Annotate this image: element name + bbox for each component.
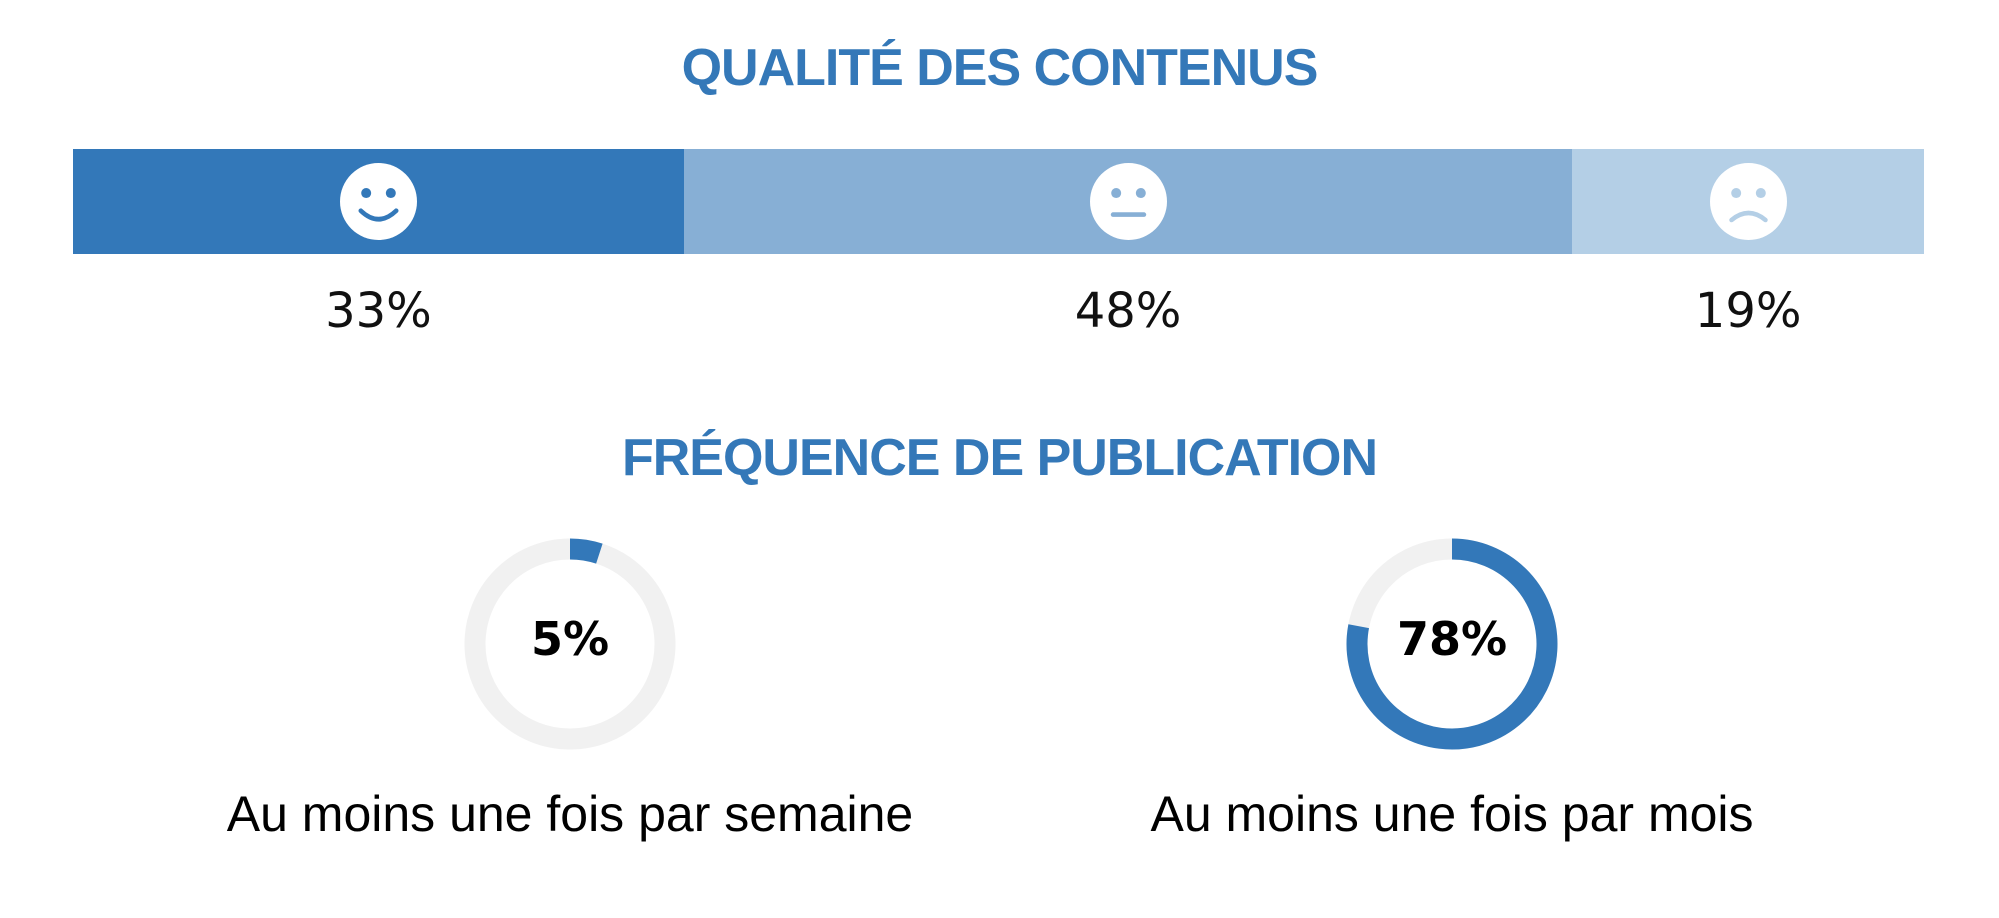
bar-segment-neutral xyxy=(683,149,1573,254)
quality-stacked-bar xyxy=(73,149,1924,254)
donut-caption-weekly: Au moins une fois par semaine xyxy=(226,786,914,842)
bar-segment-satisfied xyxy=(73,149,684,254)
smiling-face-icon xyxy=(339,163,417,240)
percent-label-satisfied: 33% xyxy=(325,283,432,339)
donut-monthly xyxy=(1346,538,1558,750)
donut-weekly xyxy=(464,538,676,750)
percent-label-neutral: 48% xyxy=(1074,283,1182,339)
percent-label-dissatisfied: 19% xyxy=(1694,283,1802,339)
neutral-face-icon xyxy=(1089,163,1167,240)
donut-arc-monthly xyxy=(1346,538,1558,750)
donut-arc-weekly xyxy=(569,538,603,564)
bar-segment-dissatisfied xyxy=(1572,149,1924,254)
donut-value-monthly: 78% xyxy=(1396,612,1508,666)
frequency-title: FRÉQUENCE DE PUBLICATION xyxy=(621,429,1378,487)
donut-value-weekly: 5% xyxy=(530,612,610,666)
quality-title: QUALITÉ DES CONTENUS xyxy=(681,39,1319,97)
frowning-face-icon xyxy=(1709,163,1787,240)
donut-caption-monthly: Au moins une fois par mois xyxy=(1150,786,1754,842)
